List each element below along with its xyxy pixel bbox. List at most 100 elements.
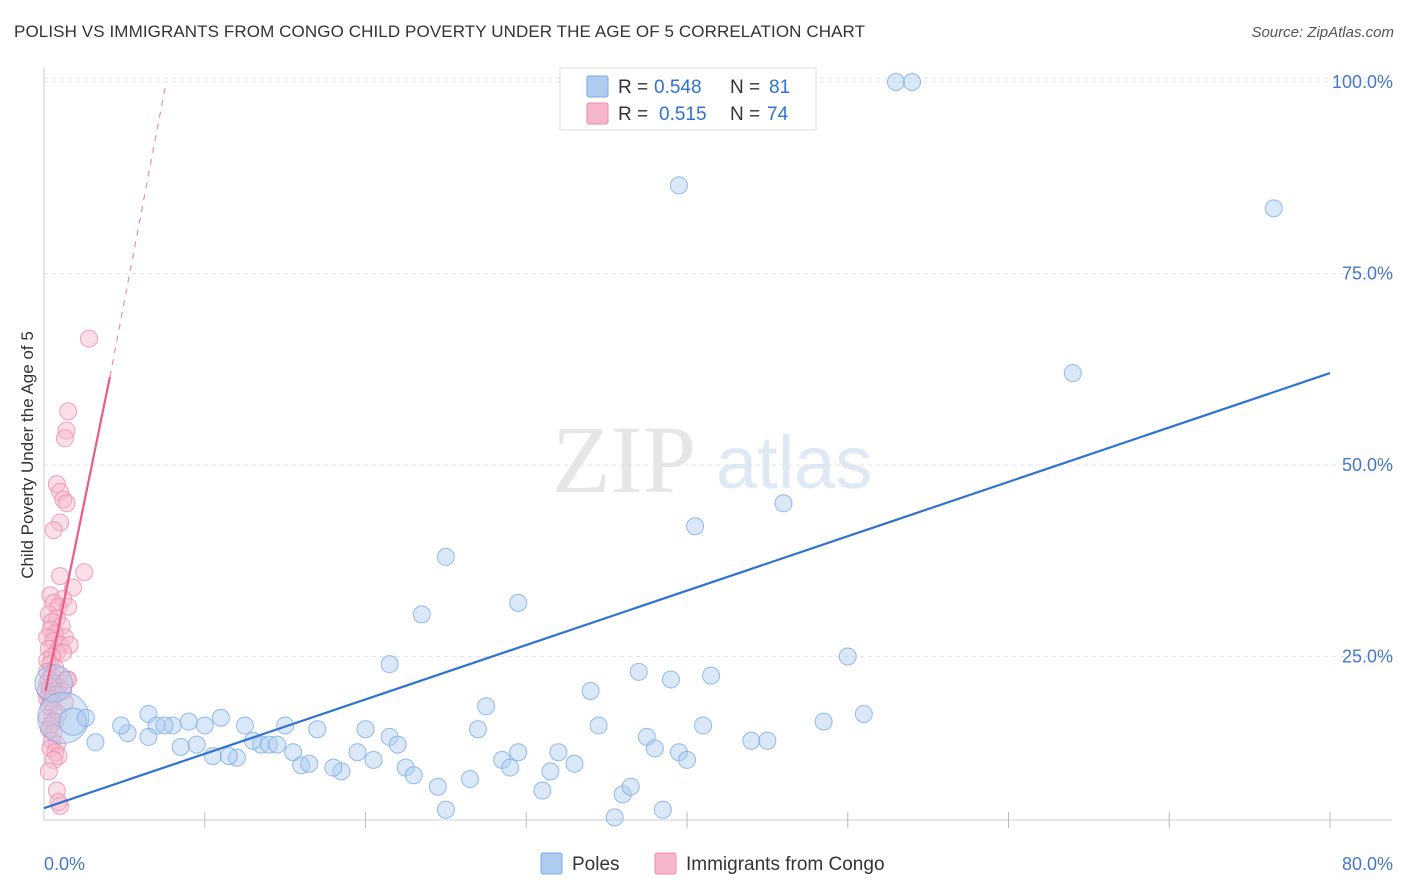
- poles-point: [501, 758, 520, 777]
- poles-point: [702, 666, 721, 685]
- trend-line-congo: [44, 376, 111, 692]
- y-tick-label: 75.0%: [1342, 264, 1393, 284]
- poles-point: [565, 754, 584, 773]
- poles-point: [469, 720, 488, 739]
- poles-point: [364, 750, 383, 769]
- poles-point: [758, 731, 777, 750]
- poles-point: [854, 704, 873, 723]
- bottom-legend-label-poles: Poles: [572, 854, 620, 875]
- poles-point: [428, 777, 447, 796]
- poles-point: [541, 762, 560, 781]
- poles-point: [235, 716, 254, 735]
- poles-point: [589, 716, 608, 735]
- poles-point: [388, 735, 407, 754]
- poles-point: [300, 754, 319, 773]
- poles-point: [645, 739, 664, 758]
- y-tick-label: 25.0%: [1342, 647, 1393, 667]
- congo-point: [44, 750, 63, 769]
- congo-point: [80, 329, 99, 348]
- x-axis-ticks: [204, 812, 1331, 828]
- series-legend: Poles Immigrants from Congo: [540, 852, 885, 875]
- legend-n-label: N =: [730, 104, 760, 125]
- poles-point: [477, 697, 496, 716]
- poles-point: [76, 708, 95, 727]
- watermark: ZIP atlas: [552, 406, 872, 513]
- bottom-legend-label-congo: Immigrants from Congo: [686, 854, 885, 875]
- poles-point: [742, 731, 761, 750]
- poles-point: [886, 73, 905, 91]
- congo-point: [44, 521, 63, 540]
- poles-point: [219, 747, 238, 766]
- poles-point: [694, 716, 713, 735]
- poles-point: [686, 517, 705, 536]
- legend-n-label: N =: [730, 77, 760, 98]
- trend-lines: [43, 81, 1331, 810]
- congo-point: [75, 563, 94, 582]
- x-axis-tick-labels: 0.0% 80.0%: [44, 854, 1393, 874]
- poles-point: [678, 750, 696, 769]
- poles-point: [581, 681, 600, 700]
- gridlines: [44, 77, 1392, 657]
- bottom-legend-swatch-congo: [654, 852, 677, 875]
- poles-point: [903, 73, 922, 91]
- x-tick-label-min: 0.0%: [44, 854, 85, 874]
- poles-point: [58, 707, 88, 736]
- poles-point: [669, 176, 688, 195]
- congo-point: [51, 513, 70, 532]
- poles-point: [380, 655, 399, 674]
- series-poles: [34, 73, 1283, 827]
- watermark-atlas: atlas: [716, 421, 872, 504]
- poles-point: [629, 662, 648, 681]
- y-tick-label: 50.0%: [1342, 455, 1393, 475]
- poles-point: [621, 777, 640, 796]
- congo-point: [39, 762, 58, 781]
- congo-point: [57, 494, 76, 513]
- congo-point: [49, 793, 68, 812]
- legend-swatch-poles: [586, 75, 609, 98]
- poles-point: [37, 691, 90, 744]
- chart-title: POLISH VS IMMIGRANTS FROM CONGO CHILD PO…: [14, 22, 866, 41]
- poles-point: [284, 743, 303, 762]
- poles-point: [412, 605, 431, 624]
- poles-point: [139, 727, 158, 746]
- poles-point: [268, 735, 287, 754]
- poles-point: [211, 708, 230, 727]
- y-axis-tick-labels: 25.0% 50.0% 75.0% 100.0%: [1332, 72, 1393, 667]
- poles-point: [661, 670, 680, 689]
- poles-point: [1063, 364, 1082, 383]
- poles-point: [533, 781, 552, 800]
- y-tick-label: 100.0%: [1332, 72, 1393, 92]
- poles-point: [112, 716, 131, 735]
- poles-point: [171, 737, 190, 756]
- legend-r-value-poles: 0.548: [654, 77, 702, 98]
- legend-swatch-congo: [586, 102, 609, 125]
- stats-legend: R = 0.548 N = 81 R = 0.515 N = 74: [559, 67, 817, 131]
- watermark-zip: ZIP: [552, 406, 696, 513]
- legend-r-label: R =: [618, 77, 648, 98]
- legend-r-label: R =: [618, 104, 648, 125]
- congo-point: [47, 781, 66, 800]
- poles-point: [460, 770, 479, 789]
- poles-point: [653, 800, 672, 819]
- poles-point: [814, 712, 833, 731]
- legend-r-value-congo: 0.515: [659, 104, 707, 125]
- poles-point: [774, 494, 793, 513]
- trend-line-congo-extension: [109, 81, 167, 378]
- legend-n-value-poles: 81: [769, 77, 790, 98]
- poles-point: [404, 766, 423, 785]
- poles-point: [324, 758, 343, 777]
- source-credit: Source: ZipAtlas.com: [1251, 24, 1394, 41]
- congo-point: [55, 429, 74, 448]
- poles-point: [1264, 199, 1283, 218]
- poles-point: [308, 720, 327, 739]
- poles-point: [155, 716, 174, 735]
- y-axis-title: Child Poverty Under the Age of 5: [18, 331, 37, 579]
- poles-point: [436, 800, 455, 819]
- legend-n-value-congo: 74: [767, 104, 789, 125]
- poles-point: [187, 735, 206, 754]
- poles-point: [436, 547, 455, 566]
- poles-point: [86, 733, 105, 752]
- poles-point: [509, 593, 528, 612]
- poles-point: [356, 720, 375, 739]
